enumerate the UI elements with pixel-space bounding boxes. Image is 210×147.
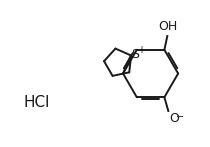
Text: +: + xyxy=(137,45,145,55)
Text: S: S xyxy=(131,48,139,61)
Text: −: − xyxy=(176,112,184,122)
Text: O: O xyxy=(169,112,179,125)
Text: HCl: HCl xyxy=(24,95,50,110)
Text: OH: OH xyxy=(159,20,178,33)
